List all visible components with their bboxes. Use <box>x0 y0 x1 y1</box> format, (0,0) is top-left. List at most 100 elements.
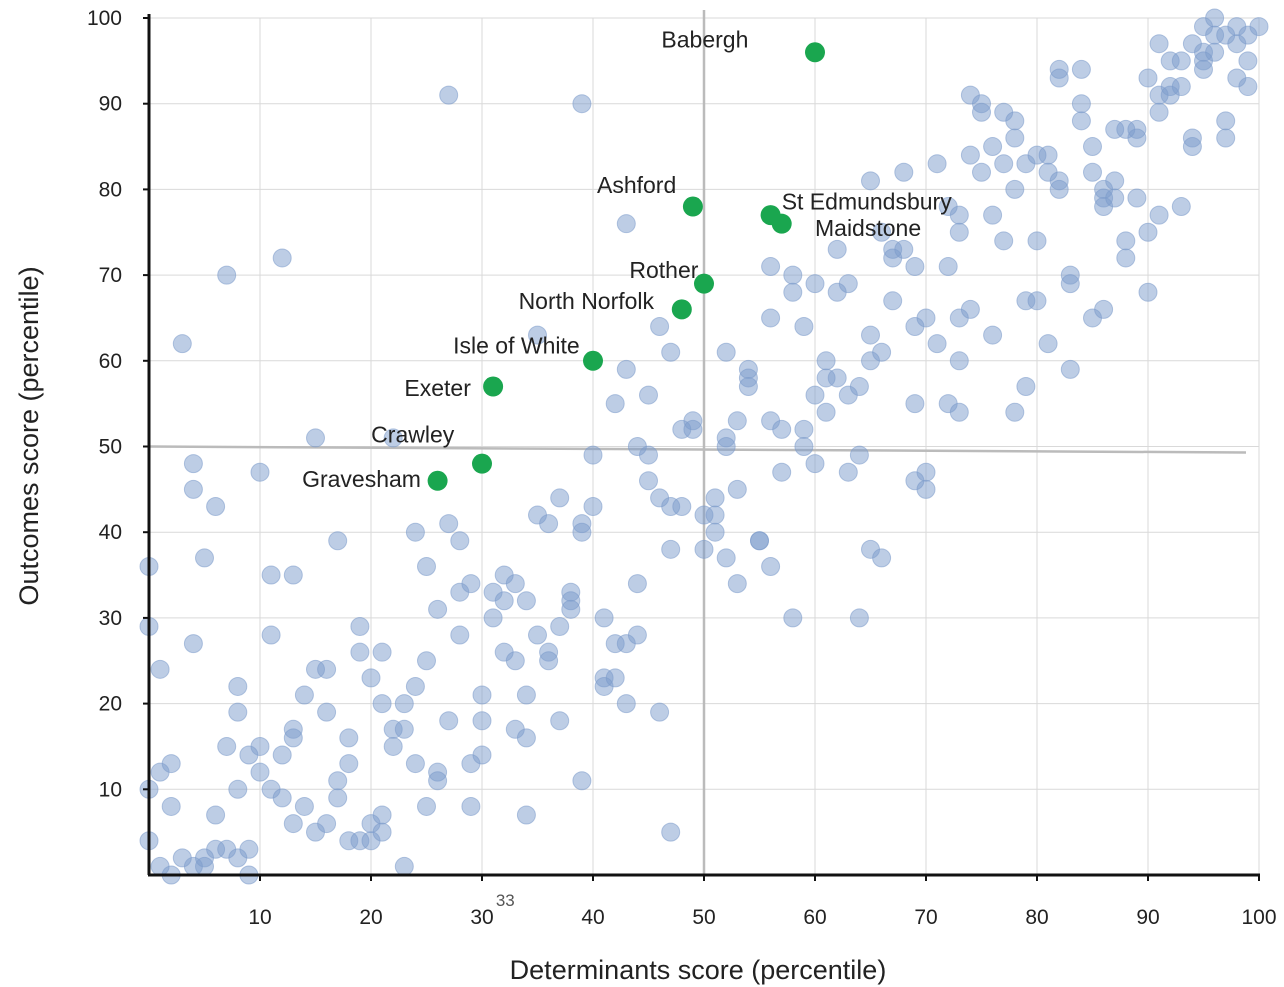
x-tick-label: 70 <box>914 906 937 929</box>
scatter-point <box>894 162 914 182</box>
scatter-point <box>1138 282 1158 302</box>
scatter-point <box>339 728 359 748</box>
scatter-point <box>283 565 303 585</box>
scatter-point <box>394 719 414 739</box>
scatter-point <box>738 377 758 397</box>
scatter-point <box>572 94 592 114</box>
scatter-point <box>938 257 958 277</box>
scatter-point <box>1116 248 1136 268</box>
scatter-point <box>372 694 392 714</box>
scatter-point <box>949 351 969 371</box>
scatter-point <box>417 556 436 576</box>
y-tick-label: 60 <box>99 350 122 373</box>
x-tick-label: 40 <box>581 906 604 929</box>
scatter-point <box>661 342 681 362</box>
scatter-point <box>983 205 1003 225</box>
scatter-point <box>639 471 658 491</box>
highlight-label: Babergh <box>661 26 748 52</box>
scatter-point <box>150 659 170 679</box>
scatter-point <box>439 85 459 105</box>
scatter-point <box>1216 111 1236 131</box>
scatter-point <box>1005 179 1025 199</box>
scatter-point <box>1049 68 1069 88</box>
highlight-point <box>671 299 692 320</box>
x-tick-label: 30 <box>470 906 493 929</box>
scatter-point <box>738 359 758 379</box>
x-tick-label: 20 <box>359 906 382 929</box>
highlight-point <box>771 213 792 234</box>
scatter-point <box>627 574 647 594</box>
scatter-point <box>794 317 814 337</box>
scatter-point <box>1027 291 1047 311</box>
scatter-point <box>1138 68 1158 88</box>
scatter-point <box>550 711 570 731</box>
scatter-point <box>405 676 425 696</box>
scatter-point <box>528 625 547 645</box>
scatter-point <box>417 796 436 816</box>
highlight-label: Isle of White <box>453 332 580 358</box>
scatter-point <box>1083 162 1102 182</box>
scatter-point <box>206 496 226 516</box>
y-tick-label: 90 <box>99 93 122 116</box>
highlight-label: Ashford <box>597 172 676 198</box>
scatter-point <box>861 171 880 191</box>
scatter-point <box>872 222 892 242</box>
scatter-point <box>1071 94 1091 114</box>
scatter-point <box>583 496 603 516</box>
highlight-point <box>694 273 714 294</box>
scatter-point <box>383 428 403 448</box>
scatter-point <box>1127 188 1147 208</box>
scatter-point <box>716 342 736 362</box>
scatter-point <box>772 462 792 482</box>
scatter-point <box>372 822 392 842</box>
scatter-point <box>195 548 214 568</box>
scatter-point <box>672 496 692 516</box>
scatter-point <box>405 522 425 542</box>
scatter-point <box>783 265 803 285</box>
scatter-point <box>972 102 991 122</box>
scatter-point <box>639 445 658 465</box>
scatter-point <box>405 754 425 774</box>
scatter-point <box>783 282 803 302</box>
scatter-point <box>250 462 270 482</box>
scatter-point <box>261 625 281 645</box>
y-tick-label: 40 <box>99 521 122 544</box>
scatter-point <box>494 591 514 611</box>
reference-lines <box>148 10 1247 875</box>
scatter-point <box>1038 334 1058 354</box>
scatter-point <box>650 317 670 337</box>
scatter-point <box>1205 42 1225 62</box>
scatter-point <box>1049 179 1069 199</box>
highlight-point <box>805 42 825 63</box>
scatter-point <box>328 788 348 808</box>
scatter-point <box>294 796 314 816</box>
scatter-point <box>1249 17 1269 37</box>
scatter-point <box>983 137 1003 157</box>
scatter-point <box>261 565 281 585</box>
scatter-point <box>516 805 536 825</box>
scatter-point <box>705 522 725 542</box>
y-axis-title: Outcomes score (percentile) <box>14 266 44 605</box>
scatter-point <box>383 736 403 756</box>
y-tick-label: 100 <box>87 7 122 30</box>
scatter-point <box>516 591 536 611</box>
scatter-point <box>838 274 858 294</box>
scatter-point <box>827 239 847 259</box>
scatter-point <box>1060 359 1080 379</box>
background-points <box>139 8 1269 885</box>
scatter-point <box>450 531 470 551</box>
scatter-point <box>417 651 436 671</box>
scatter-point <box>272 248 292 268</box>
highlight-label: St Edmundsbury <box>782 188 953 214</box>
scatter-point <box>838 462 858 482</box>
scatter-point <box>228 676 248 696</box>
scatter-point <box>1149 102 1169 122</box>
scatter-point <box>206 805 226 825</box>
scatter-point <box>516 728 536 748</box>
scatter-point <box>1238 77 1258 97</box>
scatter-point <box>805 454 825 474</box>
highlight-label: Crawley <box>371 422 455 448</box>
scatter-point <box>572 771 592 791</box>
